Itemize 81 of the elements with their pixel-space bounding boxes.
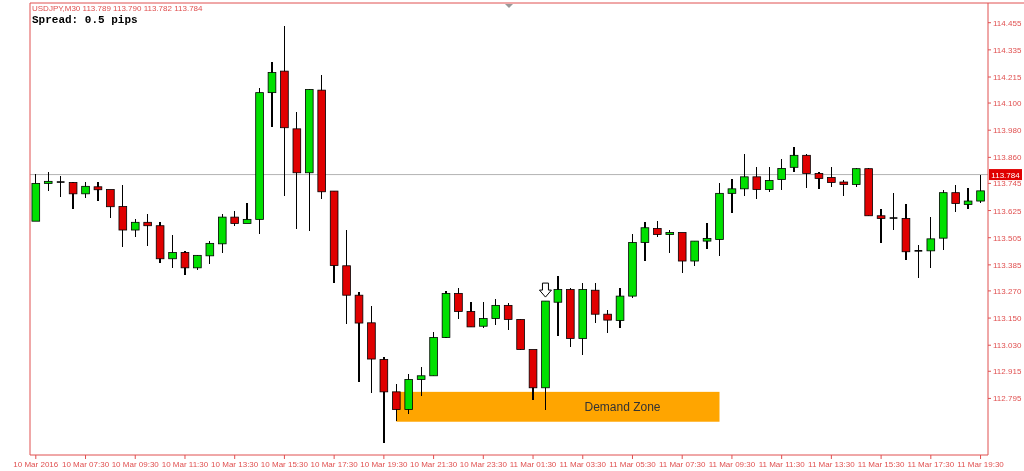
x-tick-label: 11 Mar 17:30 bbox=[907, 460, 955, 469]
candlestick bbox=[242, 202, 252, 225]
y-tick-label: 113.385 bbox=[993, 260, 1022, 270]
candlestick bbox=[814, 171, 824, 190]
candlestick bbox=[416, 366, 426, 397]
x-tick-label: 10 Mar 07:30 bbox=[61, 460, 110, 469]
y-tick-label: 114.100 bbox=[993, 99, 1022, 109]
candlestick bbox=[43, 171, 53, 192]
y-tick-label: 113.150 bbox=[993, 314, 1022, 324]
x-tick-label: 11 Mar 01:30 bbox=[509, 460, 557, 469]
candlestick bbox=[267, 60, 277, 128]
candlestick bbox=[777, 158, 786, 191]
candlestick bbox=[491, 298, 500, 326]
candlestick bbox=[603, 309, 612, 334]
candlestick bbox=[118, 183, 128, 248]
candlestick bbox=[590, 282, 600, 324]
y-tick-label: 113.980 bbox=[993, 126, 1022, 136]
candlestick bbox=[951, 184, 960, 214]
candlestick bbox=[665, 229, 675, 254]
y-tick-label: 113.745 bbox=[993, 179, 1022, 189]
x-tick-label: 10 Mar 23:30 bbox=[459, 460, 508, 469]
x-tick-label: 10 Mar 2016 bbox=[13, 460, 59, 469]
candlestick bbox=[727, 178, 737, 215]
y-tick-label: 114.335 bbox=[993, 45, 1022, 55]
candlestick bbox=[392, 383, 401, 422]
candlestick bbox=[976, 174, 985, 204]
candlestick bbox=[702, 222, 712, 251]
candlestick bbox=[454, 287, 463, 320]
band-label: Demand Zone bbox=[584, 399, 661, 414]
candlestick bbox=[740, 153, 749, 197]
candlestick bbox=[963, 187, 973, 211]
y-tick-label: 113.505 bbox=[993, 233, 1022, 243]
candlestick bbox=[827, 165, 836, 188]
y-tick-label: 113.270 bbox=[993, 286, 1022, 296]
candlestick bbox=[876, 207, 886, 245]
ref-line-label: 113.784 bbox=[991, 170, 1021, 180]
candlestick bbox=[913, 244, 924, 280]
candlestick bbox=[888, 192, 899, 231]
x-tick-label: 10 Mar 17:30 bbox=[310, 460, 359, 469]
candlestick bbox=[926, 216, 936, 270]
y-tick-label: 114.215 bbox=[993, 73, 1022, 83]
x-tick-label: 10 Mar 09:30 bbox=[111, 460, 160, 469]
x-tick-label: 11 Mar 07:30 bbox=[658, 460, 707, 469]
x-tick-label: 11 Mar 11:30 bbox=[758, 460, 806, 469]
x-tick-label: 11 Mar 03:30 bbox=[559, 460, 607, 469]
y-tick-label: 113.030 bbox=[993, 341, 1022, 351]
x-tick-label: 11 Mar 19:30 bbox=[957, 460, 1005, 469]
candlestick bbox=[68, 181, 78, 210]
candlestick bbox=[466, 301, 476, 328]
x-tick-label: 11 Mar 15:30 bbox=[857, 460, 905, 469]
candlestick bbox=[180, 250, 190, 276]
candlestick bbox=[764, 165, 774, 193]
candlestick bbox=[503, 302, 513, 331]
candlestick bbox=[168, 233, 177, 269]
candlestick bbox=[640, 221, 650, 262]
x-tick-label: 10 Mar 11:30 bbox=[161, 460, 209, 469]
x-tick-label: 11 Mar 05:30 bbox=[609, 460, 657, 469]
text: Spread: 0.5 pips bbox=[32, 14, 138, 26]
candlestick bbox=[690, 240, 699, 267]
candlestick bbox=[553, 275, 563, 337]
candlestick bbox=[205, 240, 215, 265]
candlestick bbox=[802, 152, 811, 189]
candlestick bbox=[56, 175, 66, 198]
x-tick-label: 11 Mar 09:30 bbox=[708, 460, 756, 469]
candlestick bbox=[752, 165, 762, 201]
y-tick-label: 112.915 bbox=[993, 367, 1022, 377]
x-tick-label: 10 Mar 15:30 bbox=[260, 460, 309, 469]
x-tick-label: 11 Mar 13:30 bbox=[808, 460, 856, 469]
y-tick-label: 114.455 bbox=[993, 18, 1022, 28]
y-tick-label: 112.795 bbox=[993, 394, 1022, 404]
x-tick-label: 10 Mar 13:30 bbox=[211, 460, 259, 469]
x-tick-label: 10 Mar 21:30 bbox=[410, 460, 458, 469]
candlestick bbox=[479, 301, 488, 329]
candlestick bbox=[143, 213, 152, 247]
candlestick bbox=[106, 188, 115, 220]
x-tick-label: 10 Mar 19:30 bbox=[360, 460, 408, 469]
y-tick-label: 113.625 bbox=[993, 206, 1022, 216]
candlestick bbox=[93, 181, 103, 202]
chart-title: USDJPY,M30 113.789 113.790 113.782 113.784 bbox=[32, 4, 204, 13]
candlestick bbox=[789, 146, 799, 173]
y-tick-label: 113.860 bbox=[993, 153, 1022, 163]
